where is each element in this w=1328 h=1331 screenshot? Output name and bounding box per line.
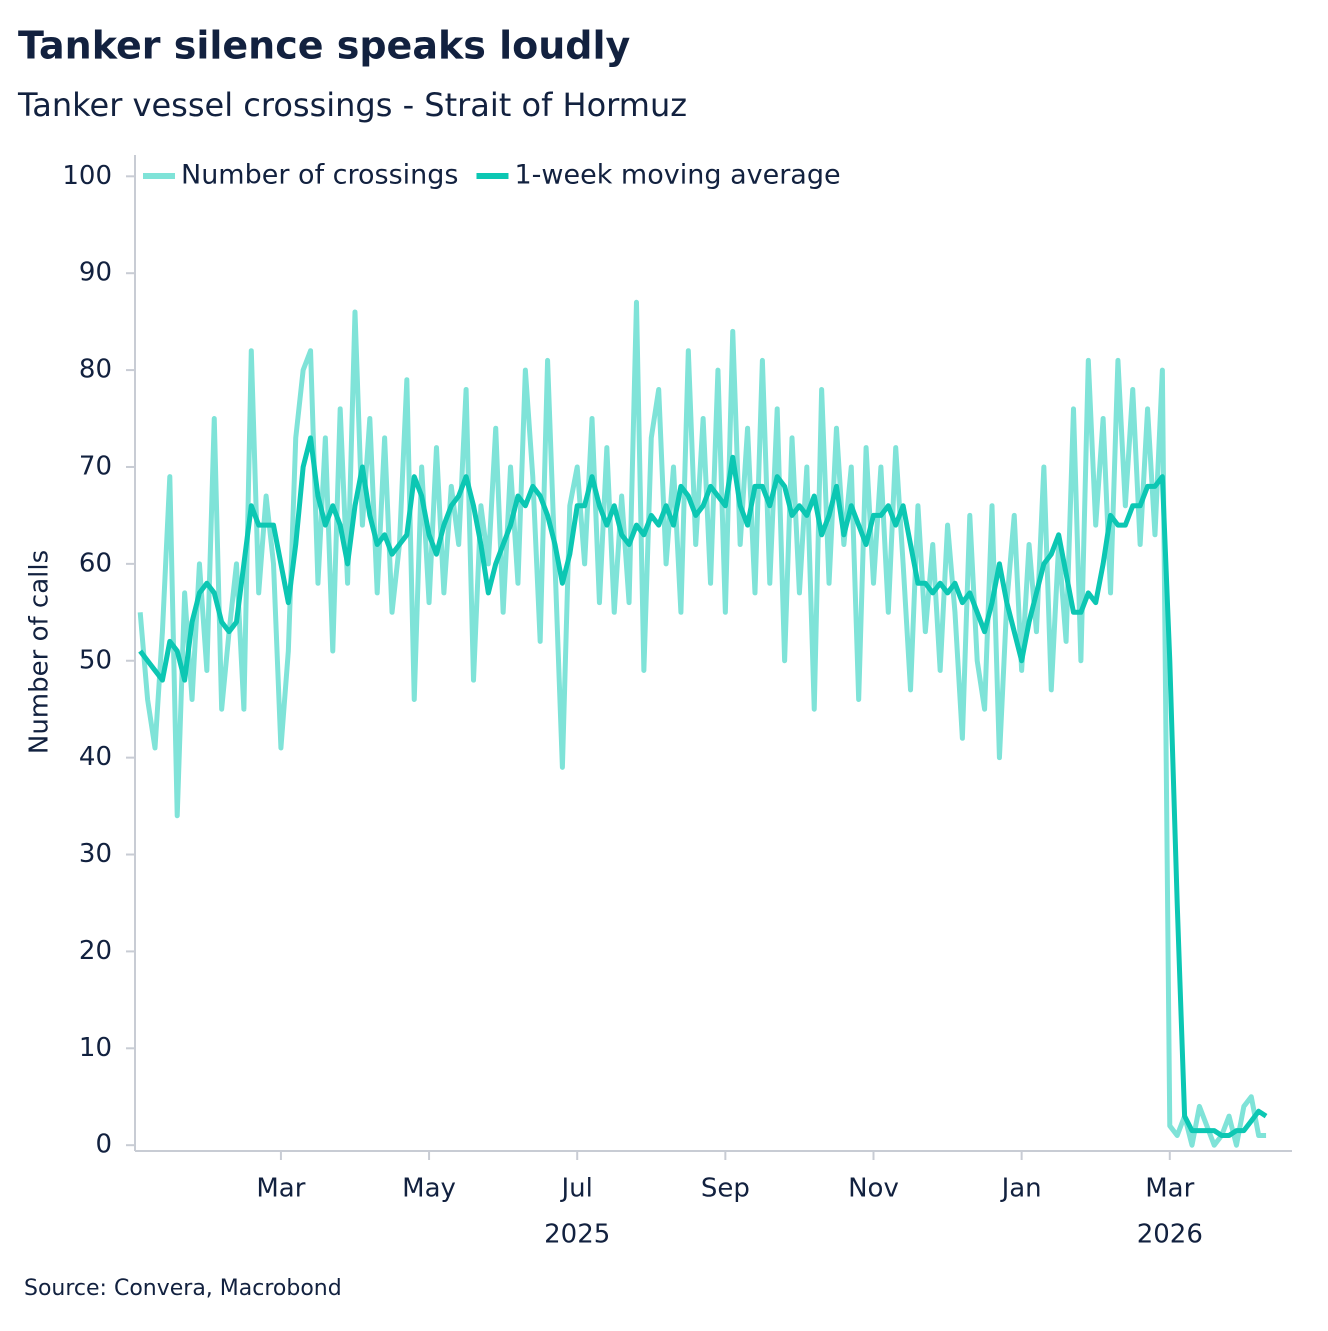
y-tick-label: 10 bbox=[79, 1033, 112, 1063]
y-tick-label: 90 bbox=[79, 258, 112, 288]
y-tick-label: 60 bbox=[79, 548, 112, 578]
y-tick-label: 40 bbox=[79, 742, 112, 772]
y-tick-label: 20 bbox=[79, 936, 112, 966]
x-tick-label: May bbox=[402, 1174, 456, 1204]
year-label: 2025 bbox=[544, 1220, 610, 1250]
x-tick-label: Mar bbox=[256, 1174, 305, 1204]
x-tick-label: Mar bbox=[1145, 1174, 1194, 1204]
y-tick-label: 100 bbox=[62, 161, 112, 191]
data-line bbox=[137, 299, 1267, 1148]
y-axis-label: Number of calls bbox=[25, 550, 55, 754]
x-tick-label: Sep bbox=[701, 1174, 750, 1204]
y-tick-label: 50 bbox=[79, 645, 112, 675]
legend-label: Number of crossings bbox=[181, 160, 458, 191]
data-line bbox=[138, 435, 1268, 1138]
chart-title: Tanker silence speaks loudly bbox=[18, 24, 630, 68]
y-tick-label: 80 bbox=[79, 355, 112, 385]
x-tick-label: Nov bbox=[848, 1174, 899, 1204]
y-tick-label: 70 bbox=[79, 451, 112, 481]
legend-label: 1-week moving average bbox=[514, 160, 840, 191]
x-tick-label: Jan bbox=[1000, 1174, 1042, 1204]
chart-subtitle: Tanker vessel crossings - Strait of Horm… bbox=[17, 86, 687, 124]
source-note: Source: Convera, Macrobond bbox=[24, 1276, 342, 1301]
y-tick-label: 0 bbox=[95, 1130, 112, 1160]
year-label: 2026 bbox=[1137, 1220, 1203, 1250]
y-tick-label: 30 bbox=[79, 839, 112, 869]
x-tick-label: Jul bbox=[560, 1174, 593, 1204]
